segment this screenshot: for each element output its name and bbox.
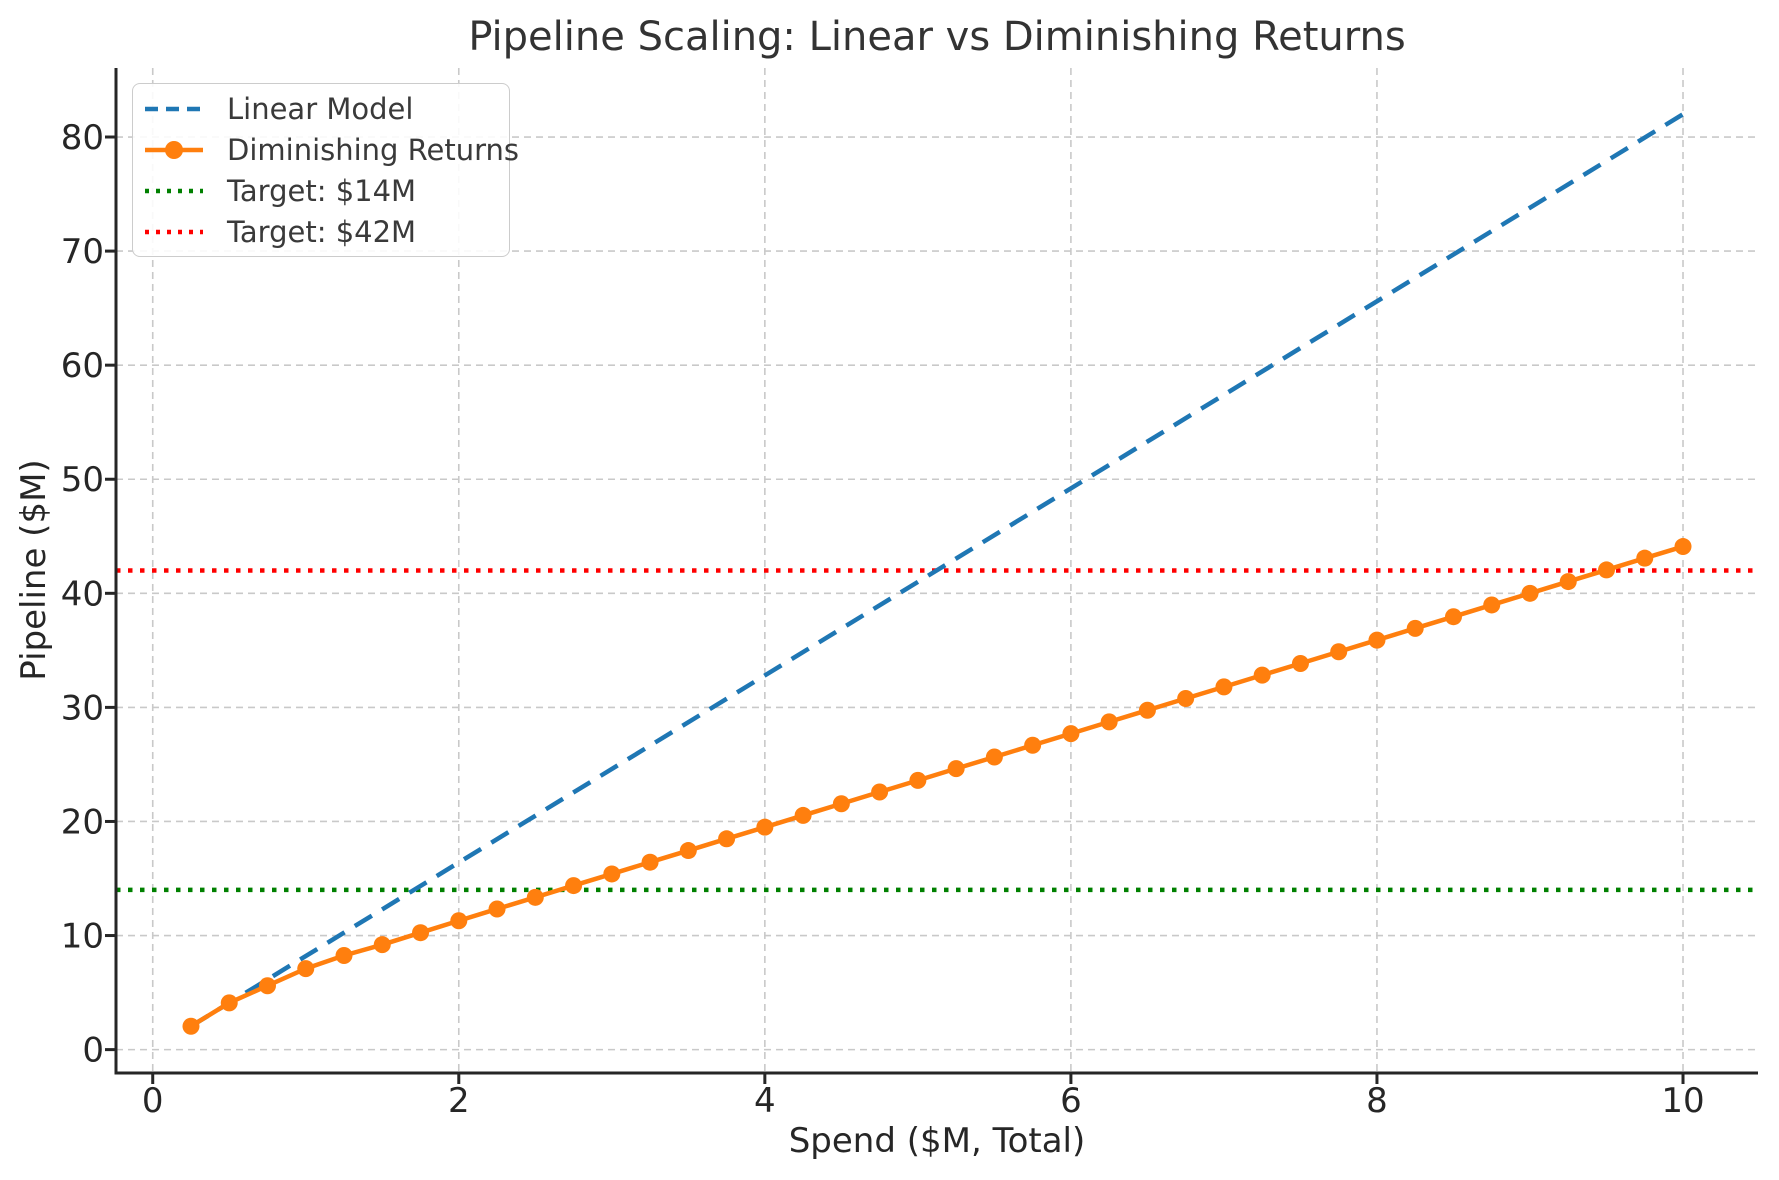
data-point-marker — [1330, 643, 1348, 661]
gridlines-group — [116, 68, 1758, 1073]
data-point-marker — [182, 1017, 200, 1035]
legend-label: Target: $42M — [227, 214, 417, 249]
legend-label: Linear Model — [227, 91, 414, 126]
y-tick-label: 50 — [61, 460, 104, 500]
x-axis-label: Spend ($M, Total) — [788, 1121, 1086, 1161]
y-tick-label: 0 — [82, 1031, 104, 1071]
ticks-group — [105, 135, 1685, 1084]
data-point-marker — [1138, 701, 1156, 719]
linear-model-line — [189, 112, 1685, 1029]
data-point-marker — [220, 994, 238, 1012]
data-point-marker — [373, 936, 391, 954]
legend-label: Target: $14M — [227, 173, 417, 208]
legend-sample-target-14m — [145, 188, 203, 193]
data-point-marker — [1291, 654, 1309, 672]
y-tick-label: 70 — [61, 232, 104, 272]
y-tick-label: 80 — [61, 118, 104, 158]
data-point-marker — [756, 818, 774, 836]
legend-item-target-14m: Target: $14M — [143, 171, 499, 211]
data-point-marker — [450, 912, 468, 930]
legend-sample-target-42m — [145, 229, 203, 234]
x-tick-label: 6 — [1060, 1081, 1082, 1121]
data-point-marker — [947, 760, 965, 778]
y-tick-label: 30 — [61, 688, 104, 728]
data-point-marker — [1598, 561, 1616, 579]
x-tick-label: 8 — [1366, 1081, 1388, 1121]
data-point-marker — [679, 842, 697, 860]
data-point-marker — [1215, 678, 1233, 696]
x-tick-label: 0 — [142, 1081, 164, 1121]
y-tick-label: 40 — [61, 574, 104, 614]
legend-sample-diminishing-returns — [145, 140, 203, 159]
x-tick-label: 4 — [754, 1081, 776, 1121]
tick-labels-group: 0 2 4 6 8 10 0 10 20 30 40 50 60 70 80 — [61, 118, 1705, 1121]
x-tick-label: 10 — [1661, 1081, 1704, 1121]
data-point-marker — [1521, 584, 1539, 602]
data-point-marker — [1444, 608, 1462, 626]
legend: Linear Model Diminishing Returns Target:… — [132, 83, 519, 257]
data-point-marker — [1636, 549, 1654, 567]
chart-title: Pipeline Scaling: Linear vs Diminishing … — [468, 14, 1406, 60]
data-point-marker — [258, 977, 276, 995]
legend-item-linear-model: Linear Model — [143, 89, 499, 129]
data-point-marker — [565, 877, 583, 895]
data-point-marker — [832, 795, 850, 813]
x-tick-label: 2 — [448, 1081, 470, 1121]
data-point-marker — [1253, 666, 1271, 684]
legend-item-diminishing-returns: Diminishing Returns — [143, 130, 519, 170]
data-point-marker — [1559, 573, 1577, 591]
y-tick-label: 60 — [61, 346, 104, 386]
data-point-marker — [603, 865, 621, 883]
data-point-marker — [794, 806, 812, 824]
data-point-marker — [1177, 689, 1195, 707]
data-point-marker — [1674, 538, 1692, 556]
spines-group — [114, 68, 1758, 1075]
legend-sample-linear-model — [145, 106, 203, 111]
legend-item-target-42m: Target: $42M — [143, 212, 499, 252]
legend-label: Diminishing Returns — [227, 132, 520, 167]
data-point-marker — [1406, 619, 1424, 637]
diminishing-returns-markers — [182, 538, 1692, 1035]
data-point-marker — [985, 748, 1003, 766]
data-point-marker — [1062, 725, 1080, 743]
data-point-marker — [1483, 596, 1501, 614]
y-tick-label: 10 — [61, 917, 104, 957]
data-point-marker — [488, 900, 506, 918]
data-point-marker — [1368, 631, 1386, 649]
data-point-marker — [1024, 736, 1042, 754]
data-point-marker — [1100, 713, 1118, 731]
data-point-marker — [335, 947, 353, 965]
diminishing-returns-line — [188, 544, 1686, 1029]
y-tick-label: 20 — [61, 802, 104, 842]
data-point-marker — [297, 960, 315, 978]
data-point-marker — [718, 830, 736, 848]
y-axis-label: Pipeline ($M) — [14, 459, 54, 681]
data-point-marker — [909, 771, 927, 789]
target-lines-group — [116, 568, 1758, 893]
data-point-marker — [871, 783, 889, 801]
data-point-marker — [526, 888, 544, 906]
data-point-marker — [641, 853, 659, 871]
data-point-marker — [412, 924, 430, 942]
